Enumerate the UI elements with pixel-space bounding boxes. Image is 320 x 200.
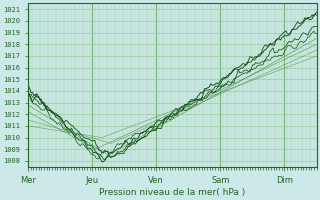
X-axis label: Pression niveau de la mer( hPa ): Pression niveau de la mer( hPa ) <box>99 188 245 197</box>
